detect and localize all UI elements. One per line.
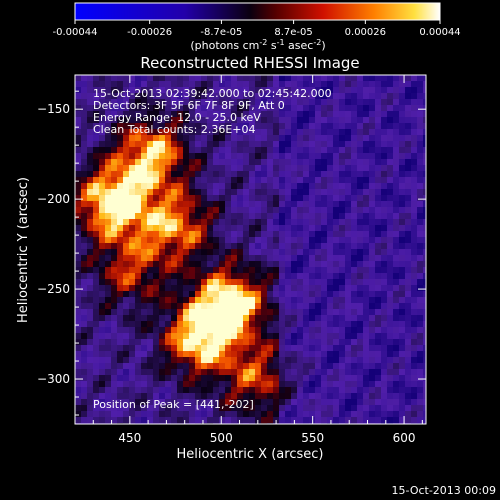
colorbar-tick-label: 0.00044 xyxy=(419,27,460,38)
chart-title: Reconstructed RHESSI Image xyxy=(140,54,359,72)
colorbar-tick-label: -8.7e-05 xyxy=(200,27,242,38)
colorbar-tick-label: 8.7e-05 xyxy=(274,27,312,38)
axis-ticks: 450 500 550 600 −150 −200 −250 −300 xyxy=(37,75,426,445)
colorbar-unit-label: (photons cm-2 s-1 asec-2) xyxy=(190,38,325,52)
x-tick-label: 450 xyxy=(118,431,141,445)
footer-timestamp: 15-Oct-2013 00:09 xyxy=(392,484,496,497)
y-tick-label: −300 xyxy=(37,372,70,386)
colorbar xyxy=(74,2,441,21)
plot-frame xyxy=(74,74,427,425)
y-tick-label: −150 xyxy=(37,102,70,116)
y-axis-label: Heliocentric Y (arcsec) xyxy=(16,177,31,323)
heatmap-image xyxy=(75,75,426,424)
colorbar-tick-label: -0.00026 xyxy=(127,27,172,38)
colorbar-tick-label: -0.00044 xyxy=(53,27,98,38)
colorbar-ticks: -0.00044 -0.00026 -8.7e-05 8.7e-05 0.00026 0.… xyxy=(53,20,461,38)
annotation-line: 15-Oct-2013 02:39:42.000 to 02:45:42.000 xyxy=(93,87,332,100)
annotation-block: 15-Oct-2013 02:39:42.000 to 02:45:42.000… xyxy=(93,87,332,136)
peak-position-label: Position of Peak = [441,-202] xyxy=(93,398,254,411)
annotation-line: Clean Total counts: 2.36E+04 xyxy=(93,123,256,136)
annotation-line: Energy Range: 12.0 - 25.0 keV xyxy=(93,111,261,124)
y-tick-label: −200 xyxy=(37,192,70,206)
y-tick-label: −250 xyxy=(37,282,70,296)
x-tick-label: 500 xyxy=(210,431,233,445)
annotation-line: Detectors: 3F 5F 6F 7F 8F 9F, Att 0 xyxy=(93,99,285,112)
x-tick-label: 550 xyxy=(301,431,324,445)
x-tick-label: 600 xyxy=(393,431,416,445)
x-axis-label: Heliocentric X (arcsec) xyxy=(177,447,324,462)
colorbar-tick-label: 0.00026 xyxy=(345,27,386,38)
